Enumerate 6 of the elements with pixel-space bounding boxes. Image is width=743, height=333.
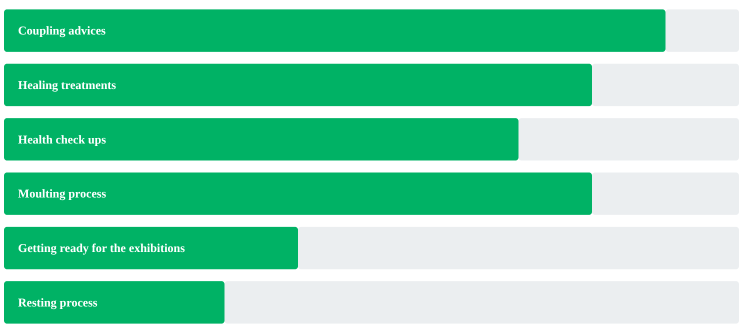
y-tick-label: Resting process xyxy=(18,295,98,310)
y-tick-label: Getting ready for the exhibitions xyxy=(18,241,186,256)
y-tick-label: Health check ups xyxy=(18,132,106,146)
y-tick-label: Moulting process xyxy=(18,186,106,201)
y-tick-label: Coupling advices xyxy=(18,24,106,38)
y-tick-label: Healing treatments xyxy=(18,78,116,92)
